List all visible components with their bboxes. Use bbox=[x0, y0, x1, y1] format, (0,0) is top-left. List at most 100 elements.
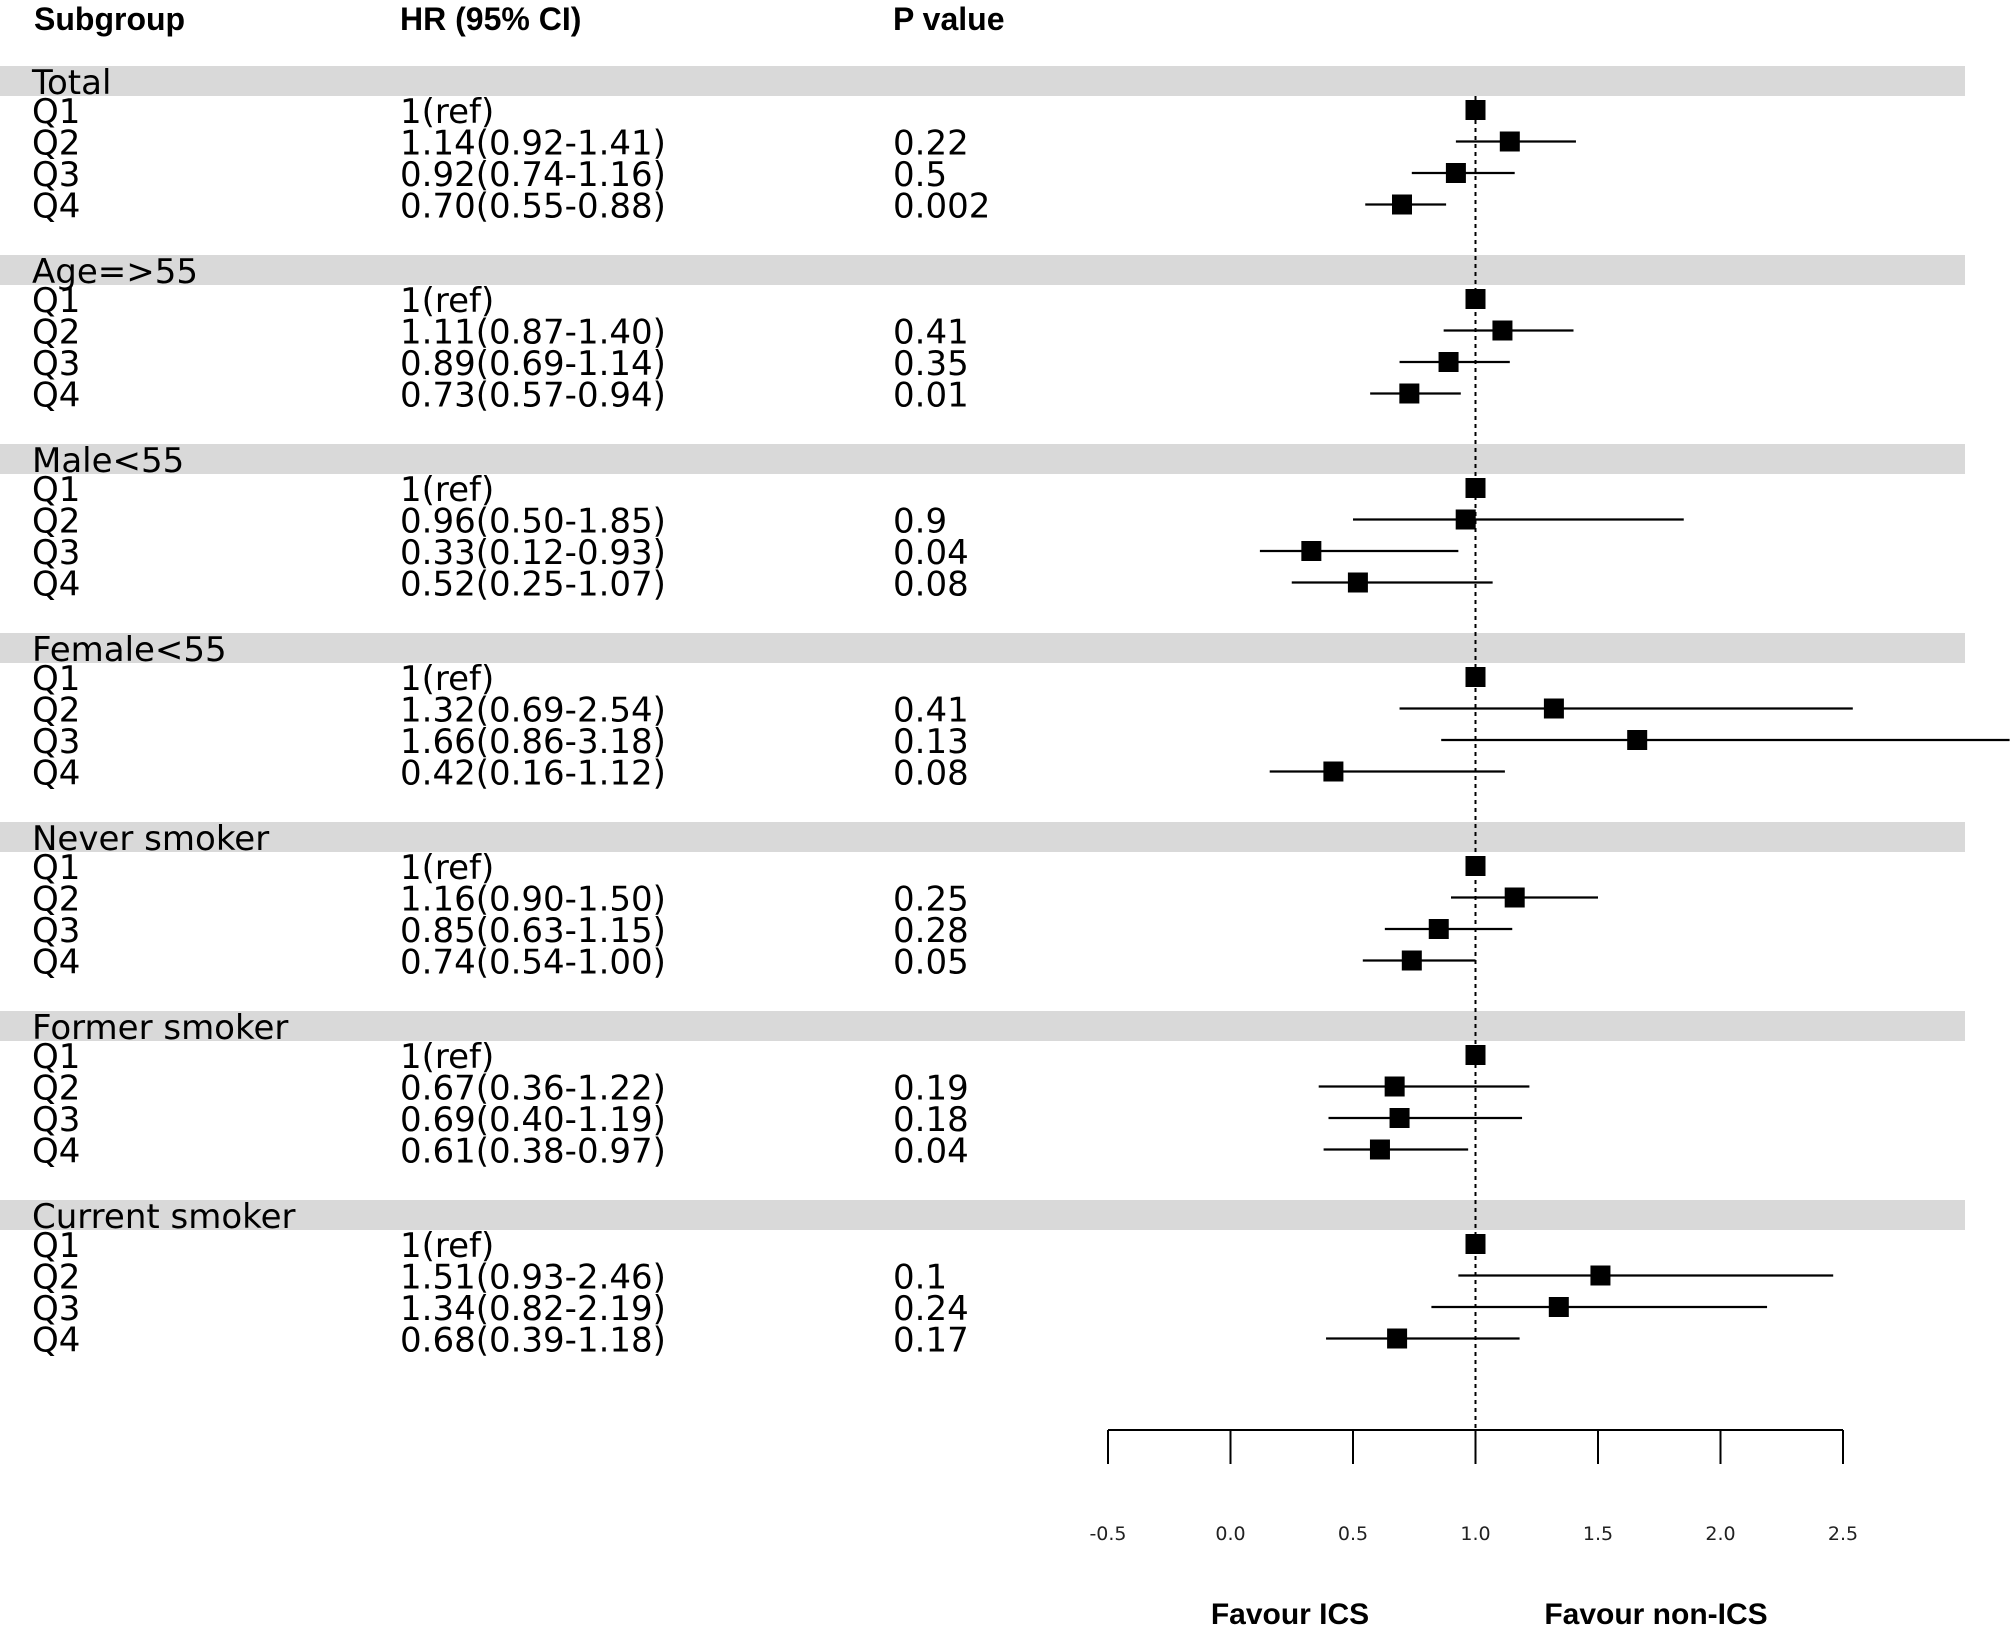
hr-point bbox=[1492, 320, 1513, 341]
group-label: Female<55 bbox=[32, 630, 227, 670]
p-value: 0.08 bbox=[893, 565, 969, 605]
hr-ci-value: 1(ref) bbox=[400, 92, 494, 132]
quartile-label: Q4 bbox=[32, 754, 80, 794]
hr-ci-value: 1(ref) bbox=[400, 470, 494, 510]
quartile-label: Q4 bbox=[32, 376, 80, 416]
hr-point bbox=[1548, 1297, 1569, 1317]
group-band bbox=[0, 66, 1965, 96]
x-tick-label: 0.5 bbox=[1338, 1523, 1368, 1545]
hr-ci-value: 1(ref) bbox=[400, 659, 494, 699]
hr-ci-value: 1.16(0.90-1.50) bbox=[400, 880, 666, 920]
p-value: 0.41 bbox=[893, 313, 969, 353]
p-value: 0.04 bbox=[893, 533, 969, 573]
hr-point bbox=[1347, 572, 1368, 593]
group-band bbox=[0, 822, 1965, 852]
group-band bbox=[0, 1200, 1965, 1230]
group-label: Total bbox=[31, 63, 111, 103]
group-label: Former smoker bbox=[32, 1008, 288, 1048]
quartile-label: Q2 bbox=[32, 502, 80, 542]
p-value: 0.01 bbox=[893, 376, 969, 416]
p-value: 0.18 bbox=[893, 1100, 969, 1140]
hr-point bbox=[1428, 919, 1449, 939]
quartile-label: Q3 bbox=[32, 155, 80, 195]
quartile-label: Q4 bbox=[32, 187, 80, 227]
hr-ci-value: 0.33(0.12-0.93) bbox=[400, 533, 666, 573]
quartile-label: Q4 bbox=[32, 1321, 80, 1361]
hr-ci-value: 1.11(0.87-1.40) bbox=[400, 313, 666, 353]
hr-ci-value: 1(ref) bbox=[400, 1226, 494, 1266]
quartile-label: Q3 bbox=[32, 533, 80, 573]
quartile-label: Q1 bbox=[32, 281, 80, 321]
hr-ci-value: 0.92(0.74-1.16) bbox=[400, 155, 666, 195]
hr-point bbox=[1399, 383, 1420, 404]
p-value: 0.002 bbox=[893, 187, 990, 227]
hr-ci-value: 0.61(0.38-0.97) bbox=[400, 1132, 666, 1172]
group-label: Age=>55 bbox=[32, 252, 198, 292]
quartile-label: Q4 bbox=[32, 1132, 80, 1172]
hr-point bbox=[1543, 698, 1564, 719]
quartile-label: Q4 bbox=[32, 565, 80, 605]
quartile-label: Q1 bbox=[32, 659, 80, 699]
hr-ci-value: 0.96(0.50-1.85) bbox=[400, 502, 666, 542]
p-value: 0.24 bbox=[893, 1289, 969, 1329]
x-tick-label: -0.5 bbox=[1089, 1523, 1126, 1545]
quartile-label: Q3 bbox=[32, 722, 80, 762]
quartile-label: Q1 bbox=[32, 1226, 80, 1266]
hr-ci-value: 1.66(0.86-3.18) bbox=[400, 722, 666, 762]
hr-ci-value: 0.89(0.69-1.14) bbox=[400, 344, 666, 384]
quartile-label: Q1 bbox=[32, 1037, 80, 1077]
x-tick-label: 1.5 bbox=[1583, 1523, 1613, 1545]
p-value: 0.41 bbox=[893, 691, 969, 731]
x-tick-label: 1.0 bbox=[1460, 1523, 1490, 1545]
p-value: 0.28 bbox=[893, 911, 969, 951]
hr-point bbox=[1465, 667, 1486, 687]
hr-point bbox=[1392, 194, 1412, 215]
quartile-label: Q2 bbox=[32, 880, 80, 920]
group-band bbox=[0, 633, 1965, 663]
hr-point bbox=[1389, 1108, 1410, 1128]
favour-ics-label: Favour ICS bbox=[1211, 1598, 1369, 1630]
p-value: 0.22 bbox=[893, 124, 969, 164]
p-value: 0.04 bbox=[893, 1132, 969, 1172]
hr-ci-value: 0.68(0.39-1.18) bbox=[400, 1321, 666, 1361]
p-value: 0.19 bbox=[893, 1069, 969, 1109]
hr-ci-value: 0.67(0.36-1.22) bbox=[400, 1069, 666, 1109]
hr-point bbox=[1301, 541, 1322, 561]
quartile-label: Q3 bbox=[32, 1289, 80, 1329]
hr-ci-value: 1(ref) bbox=[400, 848, 494, 888]
hr-ci-value: 0.69(0.40-1.19) bbox=[400, 1100, 666, 1140]
quartile-label: Q1 bbox=[32, 92, 80, 132]
p-value: 0.05 bbox=[893, 943, 969, 983]
p-value: 0.9 bbox=[893, 502, 947, 542]
hr-point bbox=[1445, 163, 1466, 183]
hr-ci-value: 1.51(0.93-2.46) bbox=[400, 1258, 666, 1298]
hr-ci-value: 1.34(0.82-2.19) bbox=[400, 1289, 666, 1329]
hr-ci-value: 1.14(0.92-1.41) bbox=[400, 124, 666, 164]
p-value: 0.5 bbox=[893, 155, 947, 195]
hr-ci-value: 0.85(0.63-1.15) bbox=[400, 911, 666, 951]
hr-ci-value: 0.42(0.16-1.12) bbox=[400, 754, 666, 794]
group-band bbox=[0, 1011, 1965, 1041]
hr-point bbox=[1455, 509, 1476, 530]
hr-point bbox=[1627, 730, 1648, 750]
hr-point bbox=[1387, 1328, 1408, 1349]
hr-point bbox=[1369, 1139, 1390, 1160]
hr-ci-value: 0.73(0.57-0.94) bbox=[400, 376, 666, 416]
hr-point bbox=[1438, 352, 1459, 372]
quartile-label: Q3 bbox=[32, 911, 80, 951]
hr-point bbox=[1499, 131, 1520, 152]
quartile-label: Q2 bbox=[32, 1069, 80, 1109]
hr-ci-value: 0.74(0.54-1.00) bbox=[400, 943, 666, 983]
hr-ci-value: 0.52(0.25-1.07) bbox=[400, 565, 666, 605]
header-subgroup: Subgroup bbox=[34, 1, 185, 37]
p-value: 0.17 bbox=[893, 1321, 969, 1361]
hr-point bbox=[1384, 1076, 1405, 1097]
p-value: 0.1 bbox=[893, 1258, 947, 1298]
header-p-value: P value bbox=[893, 1, 1004, 37]
hr-ci-value: 1.32(0.69-2.54) bbox=[400, 691, 666, 731]
p-value: 0.13 bbox=[893, 722, 969, 762]
group-band bbox=[0, 255, 1965, 285]
quartile-label: Q1 bbox=[32, 470, 80, 510]
p-value: 0.35 bbox=[893, 344, 969, 384]
